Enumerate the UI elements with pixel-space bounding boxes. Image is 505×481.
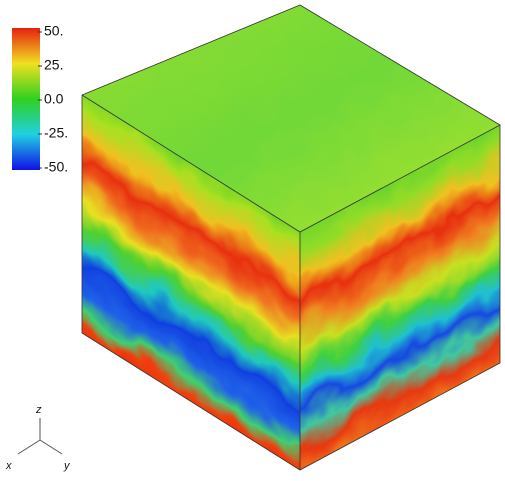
axis-label-y: y <box>63 460 71 472</box>
colorbar-tick-label: 0.0 <box>44 91 64 107</box>
page: 50.25.0.0-25.-50. z x y (() => { const d… <box>0 0 505 476</box>
axis-triad <box>18 418 62 454</box>
colorbar-tick-label: 25. <box>44 57 63 73</box>
colorbar <box>12 28 40 170</box>
colorbar-tick-label: -25. <box>44 125 68 141</box>
colorbar-tick-label: 50. <box>44 23 63 39</box>
visualization: 50. 25. 0.0 -25. -50. z x y <box>0 0 505 476</box>
axis-label-z: z <box>35 404 42 416</box>
axis-label-x: x <box>5 460 12 472</box>
colorbar-tick-label: -50. <box>44 159 68 175</box>
colorbar-ticks: 50. 25. 0.0 -25. -50. <box>38 23 68 175</box>
